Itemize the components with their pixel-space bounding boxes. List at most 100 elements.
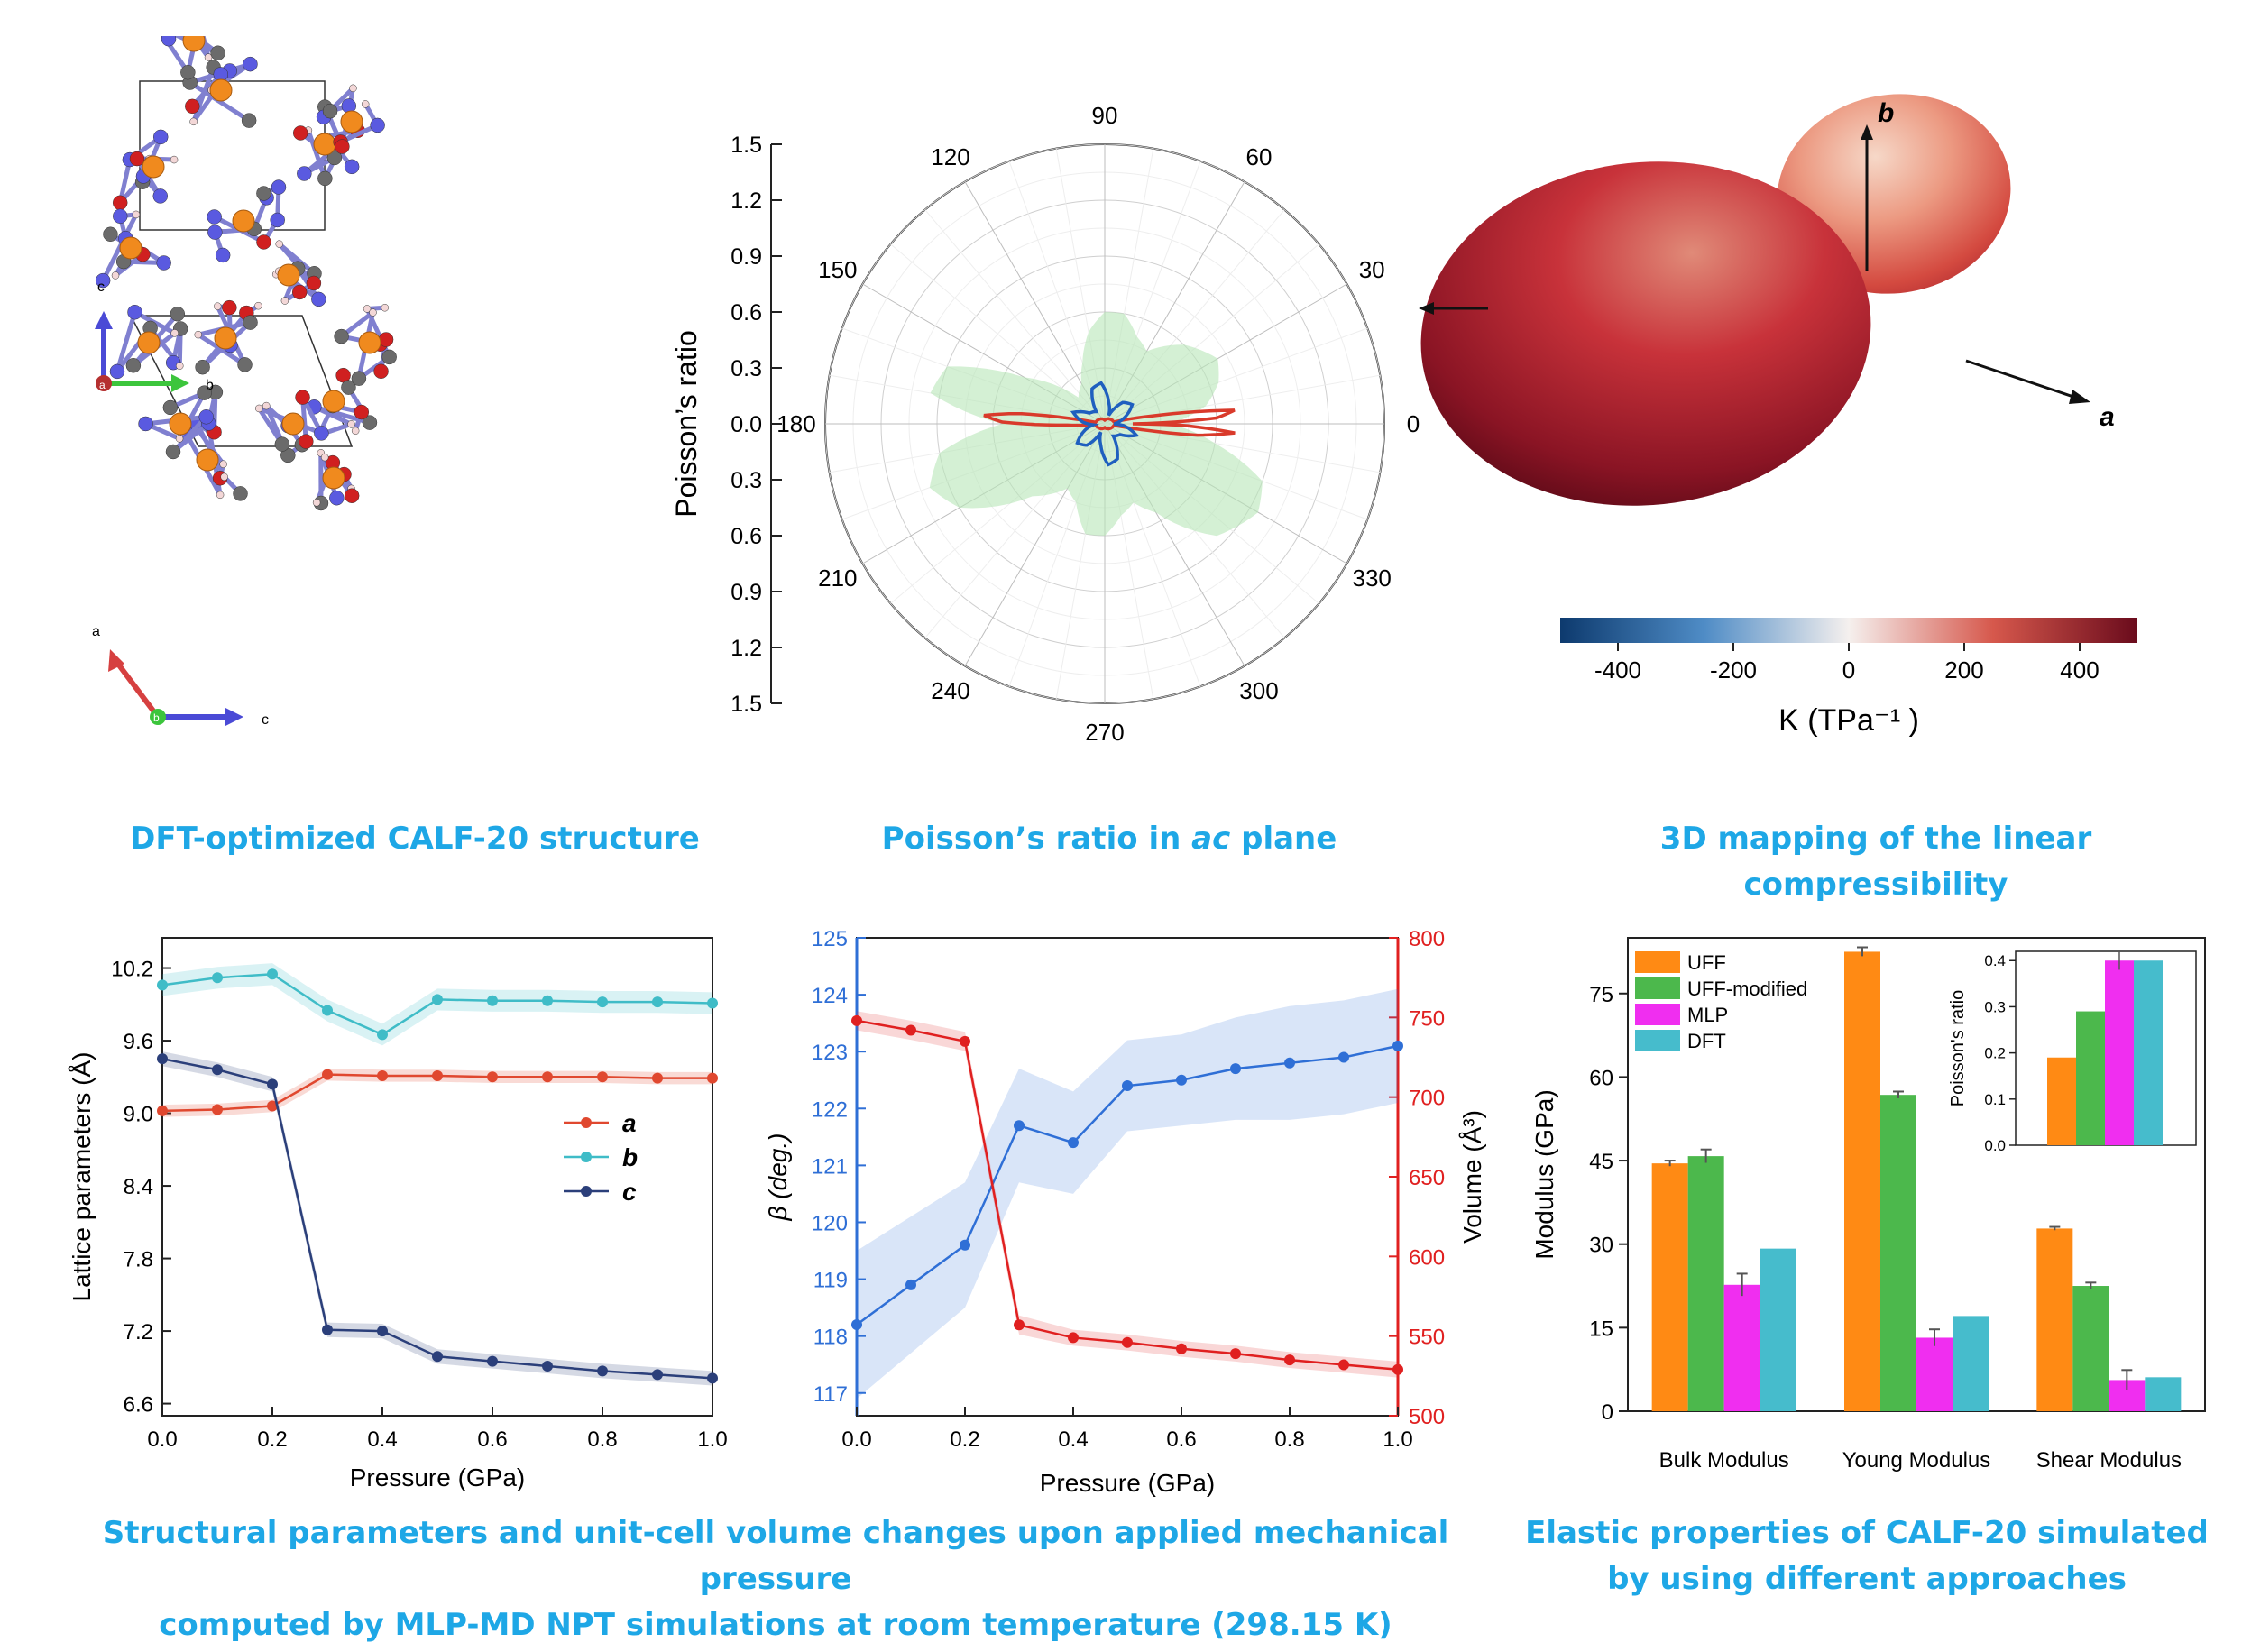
atom [349, 84, 357, 93]
y-tick-label: 6.6 [124, 1393, 153, 1418]
point-c [652, 1369, 663, 1381]
right-tick-label: 750 [1409, 1006, 1445, 1031]
bar-UFF [1844, 951, 1880, 1411]
point-left [1284, 1057, 1295, 1069]
y-axis-label: Lattice parameters (Å) [68, 1052, 96, 1302]
atom [291, 284, 308, 300]
bar-UFF-modified [1687, 1156, 1724, 1411]
atom [138, 416, 153, 432]
atom [299, 434, 314, 449]
y-tick-label: 8.4 [124, 1175, 153, 1199]
zinc-atom [277, 263, 300, 287]
atom [381, 303, 390, 312]
point-a [542, 1071, 553, 1083]
atom [312, 499, 321, 507]
category-label: Bulk Modulus [1659, 1448, 1789, 1473]
point-c [487, 1355, 498, 1367]
inset-tick-label: 0.2 [1984, 1045, 2006, 1062]
bar-UFF-modified [1880, 1095, 1916, 1411]
atom [292, 125, 308, 141]
point-right [960, 1035, 970, 1047]
structure-panel: c b a a c b [63, 5, 694, 794]
atom [335, 139, 350, 154]
radial-tick-label: 0.9 [730, 244, 762, 270]
polar-angle-label: 0 [1407, 410, 1420, 437]
point-right [1122, 1336, 1133, 1348]
atom [189, 117, 198, 126]
inset-bar [2105, 960, 2134, 1145]
point-right [905, 1024, 916, 1036]
right-tick-label: 700 [1409, 1087, 1445, 1111]
point-right [1230, 1348, 1241, 1360]
atom [306, 275, 322, 291]
atom [112, 195, 128, 211]
zinc-atom [196, 448, 219, 472]
atom [373, 363, 389, 379]
point-a [707, 1072, 718, 1084]
atom [329, 490, 345, 506]
atom [347, 420, 355, 428]
atom [243, 56, 258, 72]
point-c [157, 1053, 168, 1065]
atom [195, 359, 210, 375]
band-a [162, 1068, 712, 1117]
caption-structure: DFT-optimized CALF-20 structure [130, 821, 700, 857]
point-left [1176, 1074, 1187, 1086]
left-tick-label: 121 [812, 1154, 848, 1179]
caption-structural: Structural parameters and unit-cell volu… [72, 1510, 1479, 1648]
axis-b-label: b [1878, 98, 1894, 128]
point-c [267, 1078, 278, 1090]
polar-angle-label: 120 [931, 143, 969, 170]
left-tick-label: 118 [813, 1326, 848, 1350]
atom [170, 329, 179, 337]
beta-volume-panel: 0.0 0.2 0.4 0.6 0.8 1.0 117 118 119 120 121 122 123 1… [740, 920, 1506, 1497]
point-a [432, 1069, 443, 1081]
x-tick-label: 1.0 [1383, 1427, 1412, 1452]
inset-tick-label: 0.1 [1984, 1091, 2006, 1108]
colorbar-tick-label: -200 [1710, 656, 1757, 684]
left-tick-label: 124 [812, 984, 848, 1008]
point-a [212, 1104, 223, 1115]
atom [271, 179, 287, 195]
radial-tick-label: 1.2 [730, 636, 762, 661]
left-tick-label: 117 [813, 1382, 848, 1407]
bar-UFF-modified [2072, 1286, 2109, 1411]
left-tick-label: 119 [813, 1269, 848, 1293]
atom [341, 380, 356, 395]
y-tick-label: 15 [1589, 1317, 1613, 1341]
band-c [162, 1051, 712, 1386]
x-tick-label: 0.2 [950, 1427, 979, 1452]
y-tick-label: 45 [1589, 1150, 1613, 1174]
atom [241, 113, 257, 128]
bar-UFF [1651, 1163, 1688, 1411]
zinc-atom [322, 390, 345, 413]
point-b [487, 995, 498, 1006]
bottom-axis-a-label: a [92, 624, 100, 639]
colorbar-ticks: -400 -200 0 200 400 [1594, 643, 2100, 684]
atom [213, 302, 222, 310]
legend-swatch-UFF-modified [1635, 977, 1680, 999]
caption-poisson: Poisson’s ratio in ac plane [794, 816, 1425, 862]
polar-ylabel: Poisson’s ratio [670, 330, 703, 518]
point-c [597, 1365, 608, 1377]
atom [127, 304, 142, 320]
atom [109, 363, 125, 380]
inset-bar [2047, 1057, 2076, 1145]
elastic-panel: 0 15 30 45 60 75 Modulus (GPa) Bulk Modulus Youn… [1515, 920, 2228, 1497]
atom [132, 210, 141, 219]
point-left [1014, 1120, 1025, 1132]
left-axis-label: β (deg.) [764, 1133, 792, 1222]
point-c [707, 1372, 718, 1384]
band-left [857, 988, 1398, 1400]
atom [156, 255, 171, 271]
point-b [322, 1005, 333, 1016]
caption-mapping: 3D mapping of the linear compressibility [1659, 821, 2092, 903]
atom [170, 155, 179, 164]
polar-series-1 [983, 408, 1236, 437]
atom [129, 151, 145, 167]
atom [220, 473, 228, 482]
point-left [1338, 1051, 1349, 1063]
point-b [542, 995, 553, 1006]
point-left [851, 1319, 862, 1331]
